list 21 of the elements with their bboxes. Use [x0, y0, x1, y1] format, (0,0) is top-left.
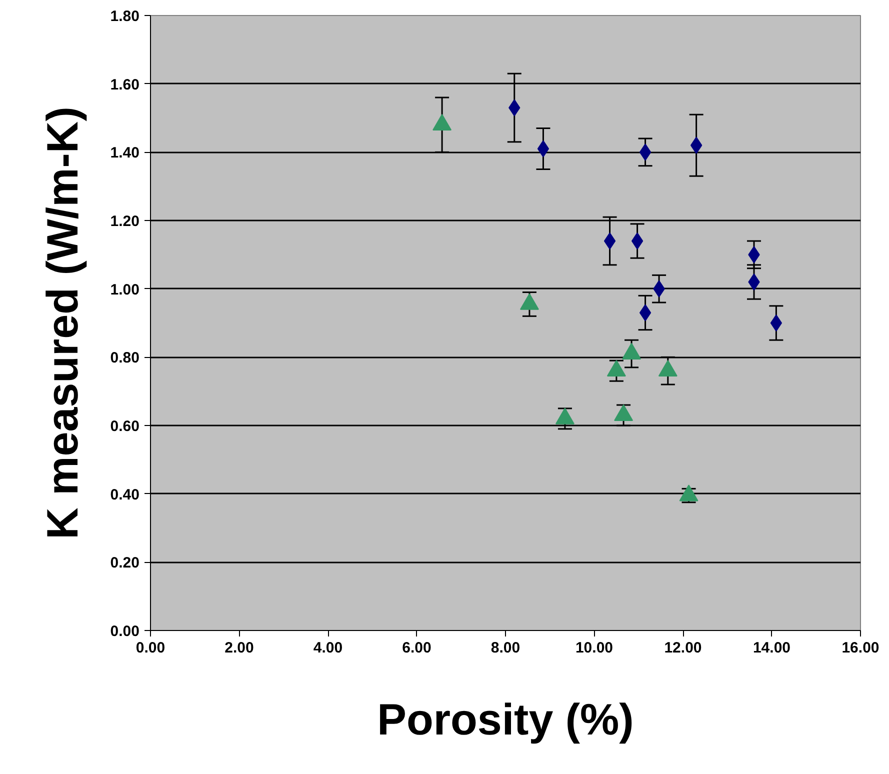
y-tick-label: 0.40: [110, 486, 140, 504]
x-tick-label: 10.00: [575, 640, 614, 656]
x-axis-title: Porosity (%): [377, 696, 634, 744]
x-tick-label: 4.00: [313, 640, 343, 656]
y-axis-title: K measured (W/m-K): [38, 106, 88, 540]
x-tick-label: 8.00: [490, 640, 520, 656]
y-tick-label: 1.60: [110, 76, 140, 94]
y-tick-label: 0.20: [110, 554, 140, 572]
x-tick-label: 12.00: [664, 640, 702, 656]
y-tick-label: 0.80: [110, 350, 140, 367]
y-tick-label: 1.20: [110, 213, 140, 230]
x-tick-label: 6.00: [402, 640, 432, 656]
y-tick-label: 0.00: [110, 623, 140, 640]
x-tick-label: 14.00: [752, 640, 791, 656]
x-tick-label: 0.00: [136, 640, 166, 656]
y-tick-label: 1.80: [110, 8, 140, 25]
x-tick-label: 2.00: [224, 640, 254, 656]
y-tick-label: 1.00: [110, 281, 140, 298]
x-tick-label: 16.00: [842, 640, 880, 656]
y-tick-label: 1.40: [110, 144, 140, 162]
y-tick-label: 0.60: [110, 418, 140, 435]
